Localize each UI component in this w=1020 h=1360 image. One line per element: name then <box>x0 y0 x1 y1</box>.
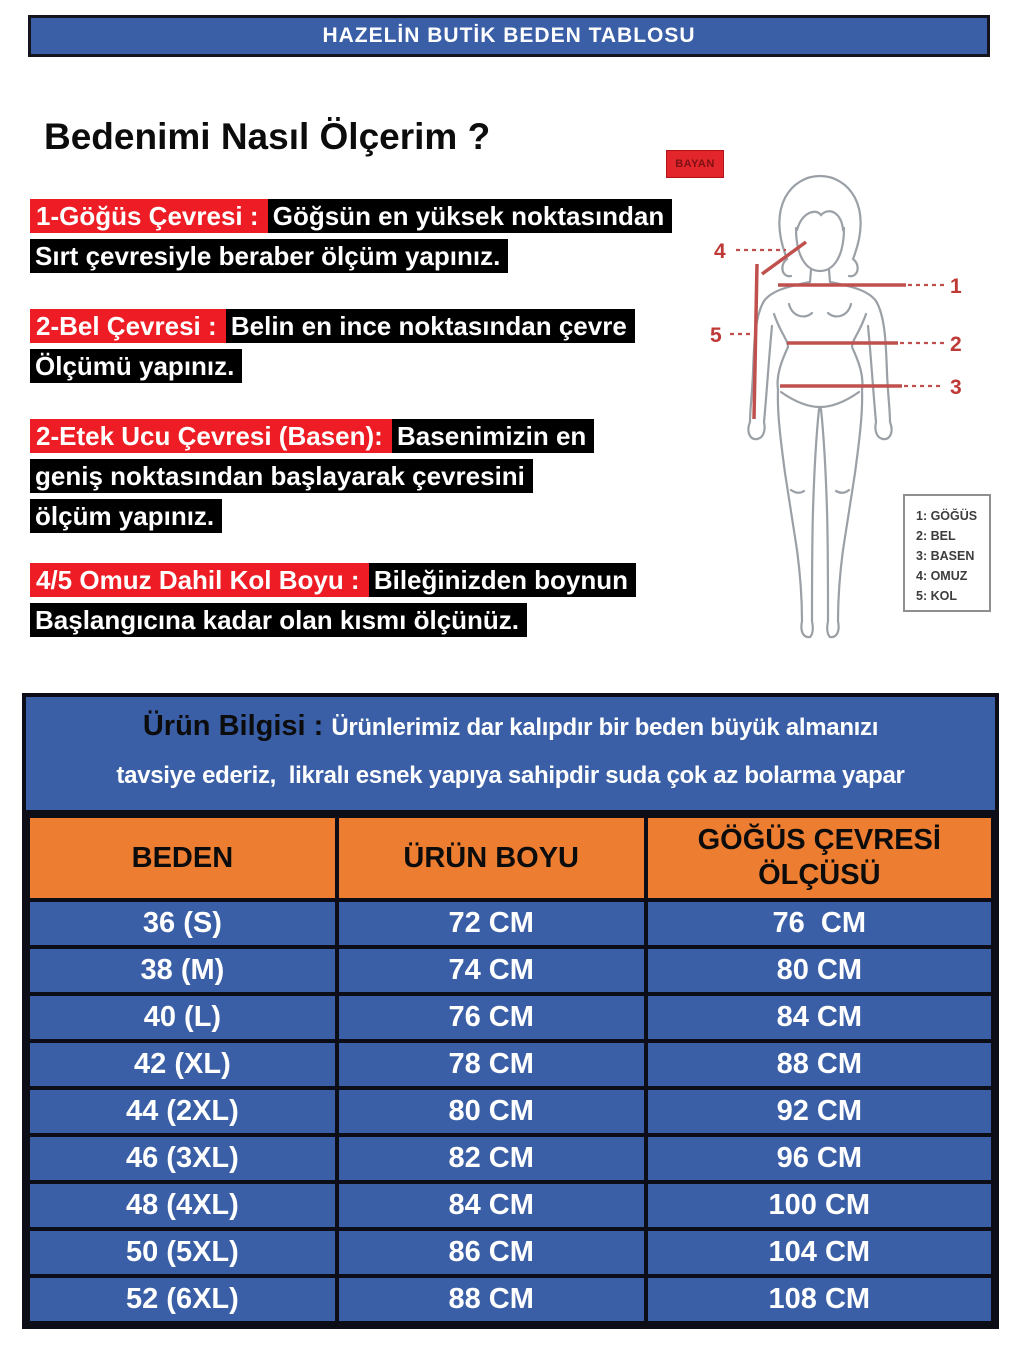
instruction-waist: 2-Bel Çevresi : Belin en ince noktasında… <box>30 306 730 386</box>
instruction-waist-label: 2-Bel Çevresi : <box>30 309 226 343</box>
table-row: 44 (2XL) 80 CM 92 CM <box>26 1086 996 1137</box>
table-row: 48 (4XL) 84 CM 100 CM <box>26 1180 996 1231</box>
legend-item-bel: 2: BEL <box>916 529 956 543</box>
product-info-text: Ürünlerimiz dar kalıpdır bir beden büyük… <box>116 714 905 789</box>
cell-chest: 88 CM <box>643 1039 996 1090</box>
bayan-badge: BAYAN <box>666 150 724 178</box>
cell-size: 40 (L) <box>26 992 339 1043</box>
table-row: 46 (3XL) 82 CM 96 CM <box>26 1133 996 1184</box>
measurement-figure: BAYAN <box>650 138 1015 683</box>
marker-1-chest: 1 <box>950 275 962 298</box>
cell-chest: 92 CM <box>643 1086 996 1137</box>
woman-outline <box>747 174 893 639</box>
marker-2-waist: 2 <box>950 333 962 356</box>
cell-size: 48 (4XL) <box>26 1180 339 1231</box>
cell-length: 86 CM <box>334 1227 648 1278</box>
cell-size: 50 (5XL) <box>26 1227 339 1278</box>
cell-chest: 80 CM <box>643 945 996 996</box>
product-info-label: Ürün Bilgisi : <box>142 710 332 742</box>
cell-length: 72 CM <box>334 898 648 949</box>
size-table: BEDEN ÜRÜN BOYU GÖĞÜS ÇEVRESİ ÖLÇÜSÜ 36 … <box>26 814 996 1325</box>
col-header-gogus-cevresi: GÖĞÜS ÇEVRESİ ÖLÇÜSÜ <box>643 814 996 902</box>
table-row: 38 (M) 74 CM 80 CM <box>26 945 996 996</box>
legend-item-gogus: 1: GÖĞÜS <box>916 509 978 523</box>
cell-chest: 100 CM <box>643 1180 996 1231</box>
legend-box: 1: GÖĞÜS 2: BEL 3: BASEN 4: OMUZ 5: KOL <box>903 494 991 612</box>
cell-size: 42 (XL) <box>26 1039 339 1090</box>
instruction-chest: 1-Göğüs Çevresi : Göğsün en yüksek nokta… <box>30 196 730 276</box>
marker-5-arm: 5 <box>710 324 722 347</box>
cell-chest: 76 CM <box>643 898 996 949</box>
col-header-urun-boyu: ÜRÜN BOYU <box>334 814 648 902</box>
page-title: Bedenimi Nasıl Ölçerim ? <box>44 116 491 157</box>
legend-item-kol: 5: KOL <box>916 589 957 603</box>
legend-item-omuz: 4: OMUZ <box>916 569 968 583</box>
cell-chest: 104 CM <box>643 1227 996 1278</box>
instruction-hip: 2-Etek Ucu Çevresi (Basen): Basenimizin … <box>30 416 730 536</box>
cell-length: 74 CM <box>334 945 648 996</box>
table-row: 50 (5XL) 86 CM 104 CM <box>26 1227 996 1278</box>
cell-length: 88 CM <box>334 1274 648 1325</box>
top-banner: HAZELİN BUTİK BEDEN TABLOSU <box>28 15 990 57</box>
cell-length: 76 CM <box>334 992 648 1043</box>
col-header-beden: BEDEN <box>26 814 339 902</box>
table-row: 42 (XL) 78 CM 88 CM <box>26 1039 996 1090</box>
cell-length: 80 CM <box>334 1086 648 1137</box>
cell-size: 44 (2XL) <box>26 1086 339 1137</box>
size-table-block: Ürün Bilgisi : Ürünlerimiz dar kalıpdır … <box>22 693 999 1329</box>
table-row: 36 (S) 72 CM 76 CM <box>26 898 996 949</box>
legend-item-basen: 3: BASEN <box>916 549 975 563</box>
cell-size: 52 (6XL) <box>26 1274 339 1325</box>
header-row: BEDEN ÜRÜN BOYU GÖĞÜS ÇEVRESİ ÖLÇÜSÜ <box>26 814 996 902</box>
cell-chest: 84 CM <box>643 992 996 1043</box>
table-row: 40 (L) 76 CM 84 CM <box>26 992 996 1043</box>
instruction-arm-label: 4/5 Omuz Dahil Kol Boyu : <box>30 563 369 597</box>
table-row: 52 (6XL) 88 CM 108 CM <box>26 1274 996 1325</box>
cell-length: 78 CM <box>334 1039 648 1090</box>
cell-chest: 108 CM <box>643 1274 996 1325</box>
cell-length: 82 CM <box>334 1133 648 1184</box>
measurement-lines <box>730 240 944 420</box>
instruction-chest-label: 1-Göğüs Çevresi : <box>30 199 268 233</box>
product-info-bar: Ürün Bilgisi : Ürünlerimiz dar kalıpdır … <box>26 697 995 814</box>
woman-outline-illustration: 1 2 3 4 5 <box>710 174 962 639</box>
banner-title: HAZELİN BUTİK BEDEN TABLOSU <box>322 24 696 47</box>
cell-size: 46 (3XL) <box>26 1133 339 1184</box>
cell-chest: 96 CM <box>643 1133 996 1184</box>
cell-size: 36 (S) <box>26 898 339 949</box>
cell-size: 38 (M) <box>26 945 339 996</box>
cell-length: 84 CM <box>334 1180 648 1231</box>
marker-4-shoulder: 4 <box>714 240 726 263</box>
marker-3-hip: 3 <box>950 376 962 399</box>
instruction-arm: 4/5 Omuz Dahil Kol Boyu : Bileğinizden b… <box>30 560 730 640</box>
instruction-hip-label: 2-Etek Ucu Çevresi (Basen): <box>30 419 393 453</box>
